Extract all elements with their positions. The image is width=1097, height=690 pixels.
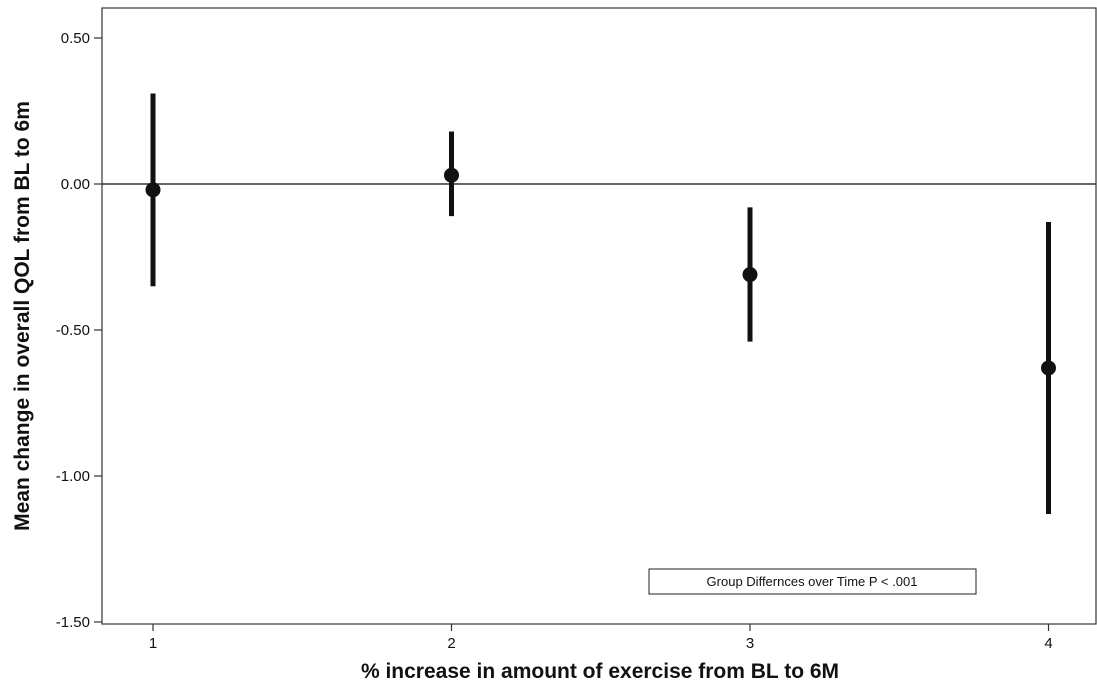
y-axis-title: Mean change in overall QOL from BL to 6m: [11, 101, 34, 531]
x-tick-label: 1: [149, 635, 157, 652]
y-axis: 0.50 0.00 -0.50 -1.00 -1.50: [56, 30, 102, 631]
y-tick-label: 0.50: [61, 30, 90, 47]
mean-point: [145, 182, 161, 198]
y-tick-label: 0.00: [61, 176, 90, 193]
annotation-text: Group Differnces over Time P < .001: [707, 574, 918, 589]
y-tick-label: -0.50: [56, 322, 90, 339]
y-tick-label: -1.00: [56, 468, 90, 485]
mean-point: [742, 267, 758, 283]
annotation-frame: [648, 568, 977, 595]
x-axis: 1 2 3 4: [149, 624, 1053, 652]
x-tick-label: 4: [1044, 635, 1052, 652]
x-tick-label: 2: [447, 635, 455, 652]
mean-point: [1041, 360, 1056, 376]
y-tick-label: -1.50: [56, 614, 90, 631]
x-axis-title: % increase in amount of exercise from BL…: [361, 660, 839, 683]
error-bars: [145, 93, 1056, 514]
mean-point: [444, 167, 459, 183]
plot-frame: [101, 7, 1097, 625]
annotation-box: Group Differnces over Time P < .001: [648, 568, 977, 595]
x-tick-label: 3: [746, 635, 754, 652]
